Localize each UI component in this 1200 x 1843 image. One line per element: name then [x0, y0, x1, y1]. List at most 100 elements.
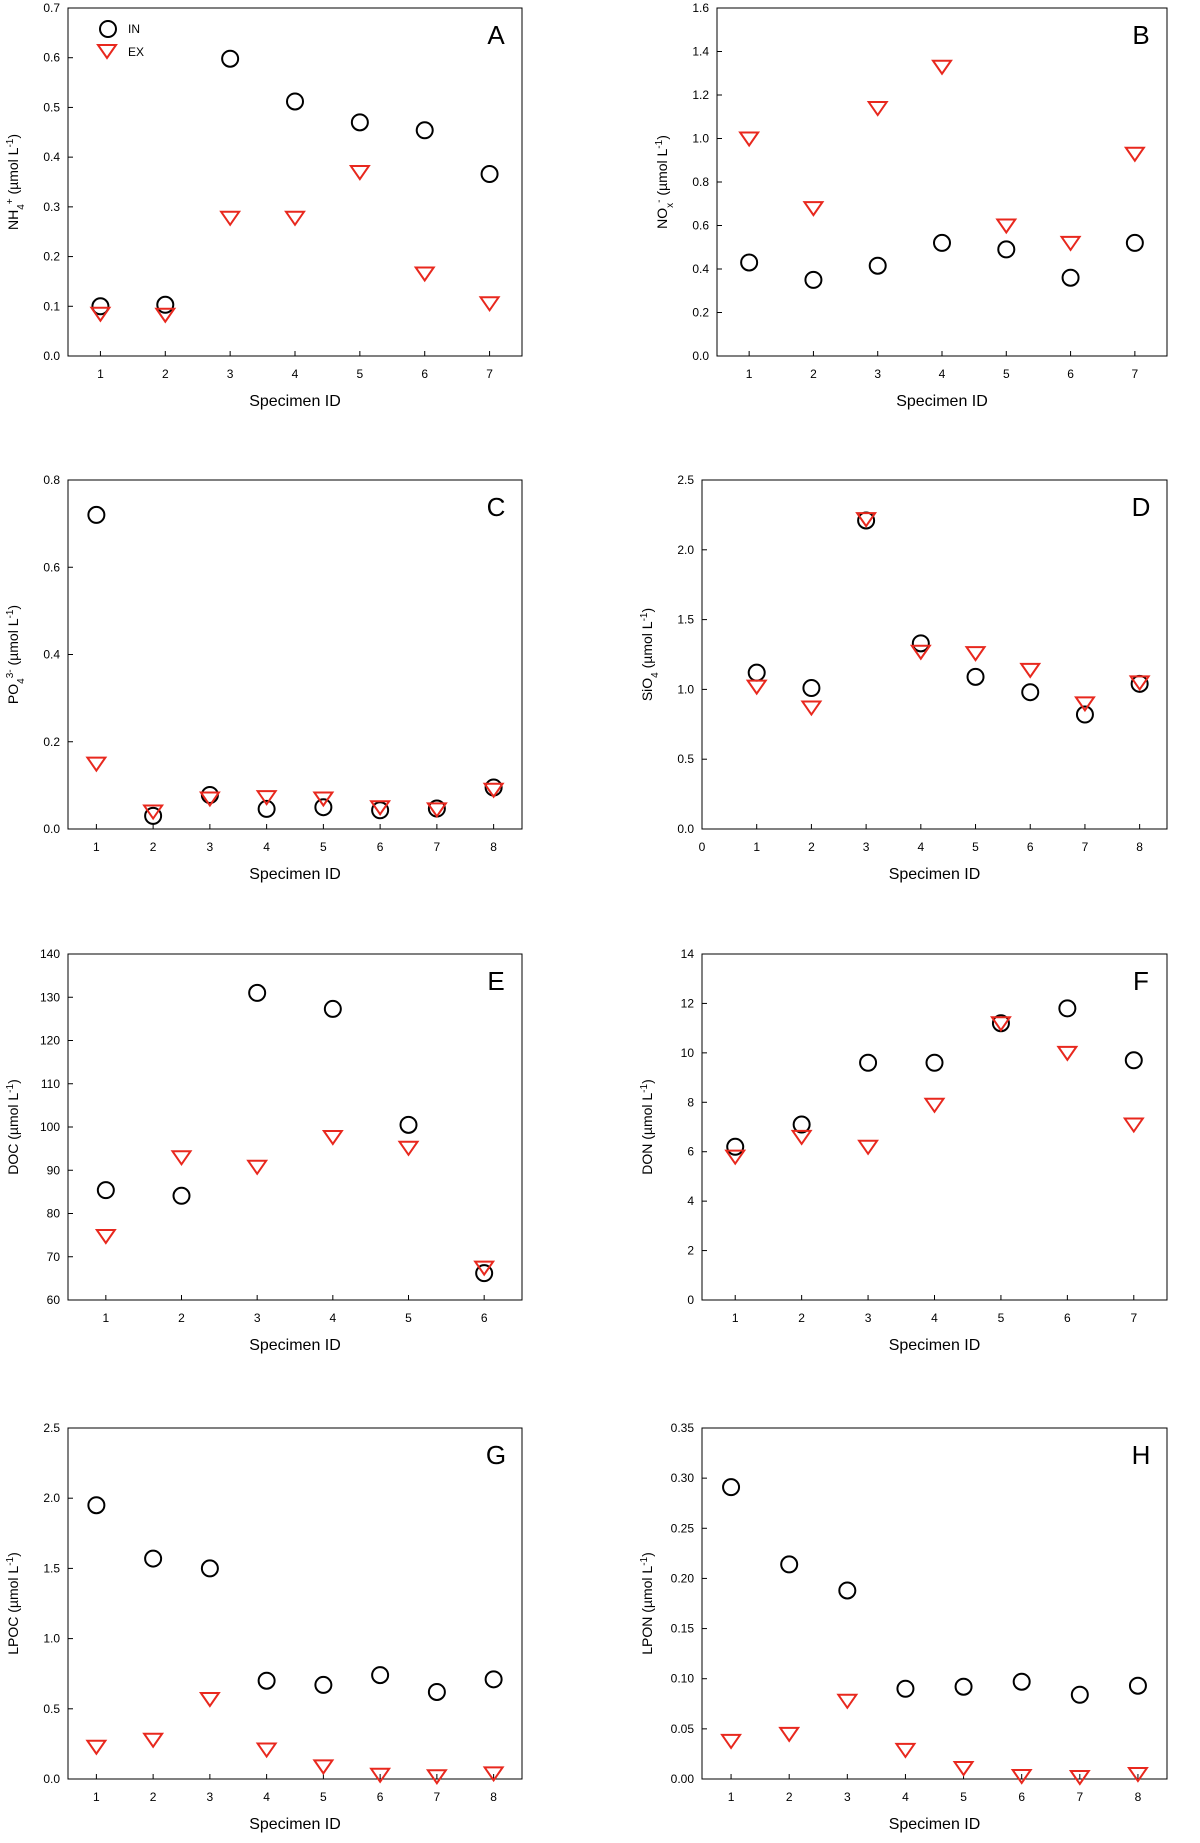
panel-d-frame	[701, 479, 1168, 830]
panel-h-in-point	[1128, 1676, 1147, 1695]
panel-h-x-tick-label: 4	[902, 1790, 909, 1804]
panel-e-ex-point	[94, 1228, 117, 1245]
panel-e-x-tick-label: 6	[481, 1311, 488, 1325]
panel-a-ex-point	[284, 210, 306, 227]
panel-b-x-tick-label: 7	[1132, 367, 1139, 381]
panel-c-in-point	[87, 505, 106, 524]
panel-h-in-point	[896, 1679, 915, 1698]
panel-e-y-tick-label: 110	[41, 1077, 60, 1091]
panel-f-y-tick-label: 6	[687, 1145, 694, 1159]
panel-c-x-tick-label: 6	[377, 840, 384, 854]
panel-c-x-axis-label: Specimen ID	[249, 866, 341, 883]
panel-b: B 0.0 0.2 0.4 0.6 0.8 1.0 1.2 1.4 1.6 1 2 3 4 5 6 7 Speci…	[654, 1, 1168, 410]
panel-d-x-tick-label: 3	[863, 840, 870, 854]
panel-d-y-tick-label: 2.5	[677, 473, 694, 487]
panel-f-x-tick-label: 1	[732, 1311, 739, 1325]
panel-a-x-tick-label: 5	[357, 367, 364, 381]
panel-c-x-tick-label: 2	[150, 840, 157, 854]
panel-a-y-axis-label: NH4+ (µmol L-1)	[5, 134, 27, 230]
panel-f-y-axis-label: DON (µmol L-1)	[639, 1079, 656, 1175]
panel-b-y-tick-label: 0.6	[692, 219, 709, 233]
panel-h-x-tick-label: 8	[1135, 1790, 1142, 1804]
panel-g-in-point	[484, 1670, 503, 1689]
panel-a-y-tick-label: 0.5	[43, 100, 60, 114]
panel-e-y-tick-label: 130	[40, 990, 60, 1004]
panel-e-frame	[67, 953, 523, 1301]
panel-g-y-tick-label: 1.5	[43, 1561, 60, 1575]
legend-ex-label: EX	[128, 45, 144, 59]
panel-c-y-axis-label: PO43- (µmol L-1)	[5, 605, 27, 704]
panel-b-in-point	[740, 253, 759, 272]
panel-b-ex-point	[866, 101, 889, 117]
panel-d-ex-point	[1128, 675, 1151, 692]
panel-g-y-tick-label: 2.0	[43, 1491, 60, 1505]
panel-a-frame	[67, 7, 523, 357]
panel-c-y-tick-label: 0.0	[43, 822, 60, 836]
panel-c-ex-point	[85, 756, 108, 773]
panel-f-ex-point	[1122, 1117, 1145, 1134]
panel-f-frame	[701, 953, 1168, 1301]
panel-a-y-tick-label: 0.4	[43, 150, 60, 164]
panel-c-y-tick-label: 0.8	[43, 473, 60, 487]
panel-c-in-point	[144, 806, 163, 825]
panel-e-x-tick-label: 4	[329, 1311, 336, 1325]
panel-d-ex-point	[1074, 696, 1096, 713]
panel-f-in-point	[1058, 999, 1077, 1018]
panel-f-in-point	[1124, 1051, 1143, 1070]
panel-g-in-point	[314, 1675, 333, 1694]
panel-g-ex-point	[142, 1732, 165, 1749]
panel-c-y-tick-label: 0.2	[43, 735, 60, 749]
panel-g-y-tick-label: 1.0	[43, 1632, 60, 1646]
panel-a-in-point	[91, 297, 110, 316]
panel-b-in-point	[997, 240, 1016, 259]
panel-b-letter: B	[1132, 20, 1149, 50]
legend-in-marker	[99, 20, 117, 38]
panel-e-y-axis-label: DOC (µmol L-1)	[5, 1079, 22, 1175]
panel-a-ex-point	[219, 210, 242, 227]
panel-b-y-tick-label: 0.0	[692, 349, 709, 363]
panel-b-ex-point	[931, 59, 953, 76]
panel-e-letter: E	[487, 966, 504, 996]
panel-h-x-tick-label: 1	[728, 1790, 735, 1804]
panel-g-ex-point	[312, 1759, 335, 1776]
panel-g-in-point	[200, 1559, 219, 1578]
panel-d-x-tick-label: 7	[1082, 840, 1089, 854]
panel-d-ex-point	[964, 646, 987, 662]
panel-e-y-tick-label: 80	[47, 1207, 61, 1221]
panel-c-y-tick-label: 0.6	[43, 560, 60, 574]
panel-d-x-tick-label: 2	[808, 840, 815, 854]
panel-c-y-tick-label: 0.4	[43, 648, 60, 662]
panel-e-in-point	[248, 983, 267, 1002]
panel-a-in-point	[221, 49, 240, 68]
panel-e-y-tick-label: 120	[40, 1034, 60, 1048]
panel-a-in-point	[156, 295, 175, 314]
panel-h-in-point	[1012, 1672, 1031, 1691]
panel-h-y-tick-label: 0.25	[671, 1521, 695, 1535]
panel-e-x-axis-label: Specimen ID	[249, 1337, 341, 1354]
panel-h-in-point	[838, 1581, 857, 1600]
panel-h-ex-point	[1068, 1769, 1091, 1786]
panel-g-in-point	[87, 1496, 106, 1515]
panel-d-ex-point	[1019, 662, 1042, 679]
panel-b-y-tick-label: 1.2	[692, 88, 709, 102]
panel-h-y-tick-label: 0.20	[671, 1571, 695, 1585]
panel-g-y-tick-label: 2.5	[43, 1421, 60, 1435]
panel-h-x-tick-label: 7	[1076, 1790, 1083, 1804]
panel-h-ex-point	[1010, 1768, 1033, 1785]
panel-c-ex-point	[425, 802, 448, 819]
panel-g-x-tick-label: 8	[490, 1790, 497, 1804]
panel-g-y-axis-label: LPOC (µmol L-1)	[5, 1552, 22, 1655]
panel-a-x-tick-label: 3	[227, 367, 234, 381]
panel-c-x-tick-label: 5	[320, 840, 327, 854]
panel-g-ex-point	[425, 1769, 448, 1785]
panel-c: C 0.0 0.2 0.4 0.6 0.8 1 2 3 4 5 6 7 8 Specimen ID PO43-…	[5, 473, 523, 883]
panel-b-in-point	[1125, 233, 1144, 252]
panel-c-in-point	[371, 801, 390, 820]
panel-g-letter: G	[486, 1440, 506, 1470]
panel-h-ex-point	[836, 1693, 859, 1710]
panel-c-ex-point	[142, 804, 165, 821]
panel-g-in-point	[257, 1671, 276, 1690]
panel-d-y-tick-label: 0.5	[677, 752, 694, 766]
panel-h: H 0.00 0.05 0.10 0.15 0.20 0.25 0.30 0.35 1 2 3 4 5 6 7…	[639, 1421, 1168, 1833]
